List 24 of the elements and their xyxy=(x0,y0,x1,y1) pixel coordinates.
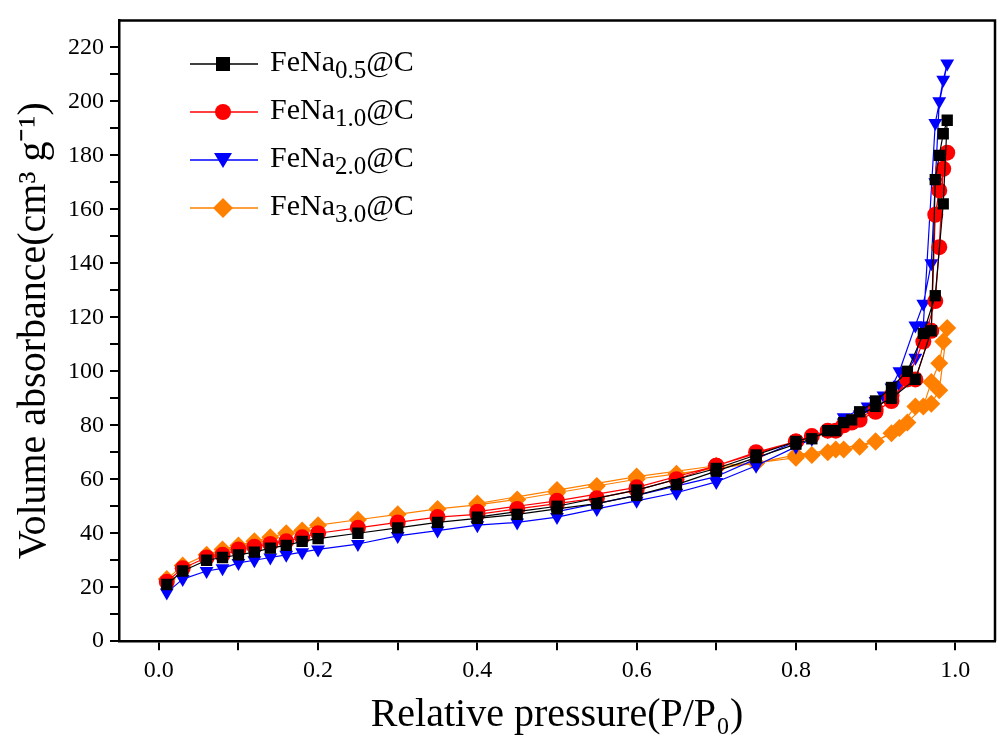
y-tick-label: 80 xyxy=(80,410,104,437)
y-tick-label: 60 xyxy=(80,464,104,491)
x-tick-label: 0.6 xyxy=(621,655,652,682)
x-tick-label: 0.2 xyxy=(303,655,334,682)
y-tick-label: 40 xyxy=(80,518,104,545)
y-tick-label: 200 xyxy=(68,86,104,113)
y-axis-title: Volume absorbance(cm³ g⁻¹) xyxy=(8,102,54,560)
y-tick-label: 140 xyxy=(68,248,104,275)
y-tick-label: 220 xyxy=(68,32,104,59)
legend-label: FeNa$_{0.5}$@C xyxy=(270,44,414,84)
y-tick-label: 20 xyxy=(80,572,104,599)
legend-label: FeNa$_{1.0}$@C xyxy=(270,92,414,132)
x-tick-label: 0.8 xyxy=(780,655,811,682)
legend-label: FeNa$_{2.0}$@C xyxy=(270,140,414,180)
x-tick-label: 1.0 xyxy=(940,655,971,682)
y-tick-label: 100 xyxy=(68,356,104,383)
y-tick-label: 0 xyxy=(92,626,104,653)
y-tick-label: 160 xyxy=(68,194,104,221)
x-tick-label: 0.0 xyxy=(143,655,174,682)
legend-label: FeNa$_{3.0}$@C xyxy=(270,188,414,228)
x-axis-title: Relative pressure(P/P₀) xyxy=(370,689,744,735)
y-tick-label: 120 xyxy=(68,302,104,329)
y-tick-label: 180 xyxy=(68,140,104,167)
x-tick-label: 0.4 xyxy=(462,655,493,682)
